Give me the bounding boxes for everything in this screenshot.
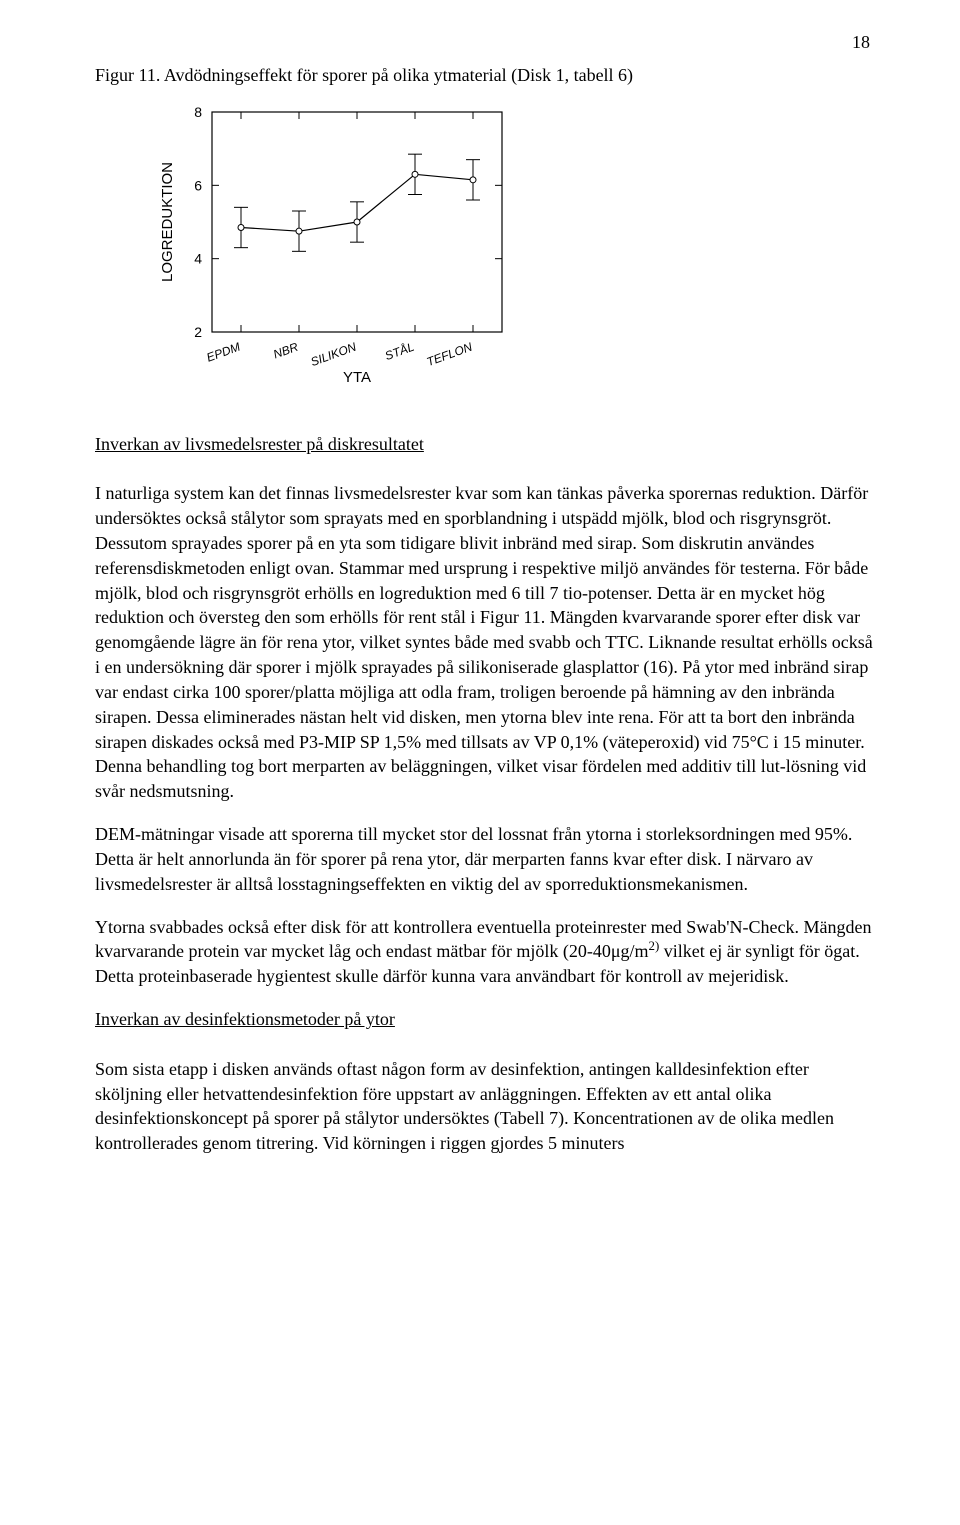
svg-text:TEFLON: TEFLON xyxy=(425,339,475,368)
chart-svg: 2 4 6 8 LOGREDUKTION EPDM NBR SILIKON STÅL TEFLON… xyxy=(150,94,570,414)
svg-text:STÅL: STÅL xyxy=(383,338,416,362)
svg-text:YTA: YTA xyxy=(343,369,371,386)
svg-text:2: 2 xyxy=(194,324,202,340)
section-4-heading: Inverkan av desinfektionsmetoder på ytor xyxy=(95,1009,395,1029)
svg-text:LOGREDUKTION: LOGREDUKTION xyxy=(159,162,176,282)
section-4-body: Som sista etapp i disken används oftast … xyxy=(95,1059,834,1153)
section-2-body: DEM-mätningar visade att sporerna till m… xyxy=(95,822,880,896)
figure-caption: Figur 11. Avdödningseffekt för sporer på… xyxy=(95,63,880,88)
section-1: Inverkan av livsmedelsrester på diskresu… xyxy=(95,432,880,804)
section-1-body: I naturliga system kan det finnas livsme… xyxy=(95,483,873,801)
figure-chart: 2 4 6 8 LOGREDUKTION EPDM NBR SILIKON STÅL TEFLON… xyxy=(150,94,880,414)
svg-text:EPDM: EPDM xyxy=(205,339,242,364)
svg-text:NBR: NBR xyxy=(271,339,300,361)
section-3: Ytorna svabbades också efter disk för at… xyxy=(95,915,880,989)
section-4: Inverkan av desinfektionsmetoder på ytor… xyxy=(95,1007,880,1156)
page-number: 18 xyxy=(95,30,880,55)
svg-text:8: 8 xyxy=(194,104,202,120)
svg-text:SILIKON: SILIKON xyxy=(309,339,359,368)
section-1-heading: Inverkan av livsmedelsrester på diskresu… xyxy=(95,434,424,454)
svg-text:6: 6 xyxy=(194,177,202,193)
svg-text:4: 4 xyxy=(194,250,202,266)
section-3-sup: 2) xyxy=(648,938,659,953)
